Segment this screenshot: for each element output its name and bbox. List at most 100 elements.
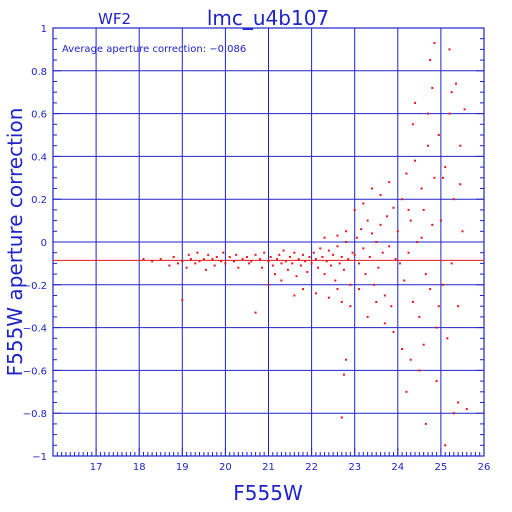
- data-point: [360, 228, 363, 231]
- data-point: [261, 266, 264, 269]
- data-point: [327, 249, 330, 252]
- data-point: [454, 82, 457, 85]
- data-point: [293, 294, 296, 297]
- data-point: [452, 412, 455, 415]
- data-point: [325, 260, 328, 263]
- data-point: [426, 144, 429, 147]
- data-point: [379, 193, 382, 196]
- data-point: [390, 305, 393, 308]
- data-point: [368, 255, 371, 258]
- data-point: [349, 305, 352, 308]
- data-point: [420, 187, 423, 190]
- data-point: [181, 260, 184, 263]
- data-point: [304, 260, 307, 263]
- data-point: [321, 255, 324, 258]
- data-point: [205, 268, 208, 271]
- data-point: [366, 219, 369, 222]
- data-point: [336, 288, 339, 291]
- x-tick-label: 20: [219, 462, 232, 473]
- data-point: [407, 208, 410, 211]
- data-point: [418, 315, 421, 318]
- data-point: [411, 300, 414, 303]
- data-point: [312, 251, 315, 254]
- data-point: [222, 251, 225, 254]
- y-tick-label: −0.8: [23, 409, 47, 420]
- data-point: [329, 264, 332, 267]
- plot-frame: [52, 27, 485, 457]
- data-point: [461, 230, 464, 233]
- data-point: [459, 144, 462, 147]
- data-point: [405, 172, 408, 175]
- data-point: [181, 298, 184, 301]
- x-tick-label: 23: [348, 462, 361, 473]
- data-point: [403, 279, 406, 282]
- data-point: [345, 230, 348, 233]
- data-point: [345, 241, 348, 243]
- data-point: [424, 422, 427, 425]
- data-point: [411, 123, 414, 126]
- data-point: [420, 236, 423, 239]
- y-tick-label: 0.6: [31, 110, 47, 121]
- data-point: [450, 262, 453, 265]
- y-axis-label: F555W aperture correction: [3, 108, 27, 377]
- data-point: [383, 294, 386, 297]
- data-point: [306, 270, 309, 273]
- data-point: [301, 253, 304, 256]
- data-point: [293, 251, 296, 254]
- data-point: [435, 380, 438, 383]
- y-tick-label: −1: [32, 452, 47, 463]
- data-point: [314, 292, 317, 295]
- data-point: [168, 264, 171, 267]
- data-point: [416, 241, 419, 243]
- data-point: [362, 202, 365, 205]
- data-point: [457, 401, 460, 404]
- data-point: [465, 407, 468, 410]
- chart-title: lmc_u4b107: [207, 6, 329, 30]
- data-point: [185, 266, 188, 269]
- data-point: [273, 273, 276, 276]
- data-point: [353, 208, 356, 211]
- data-point: [336, 234, 339, 237]
- data-point: [187, 253, 190, 256]
- data-point: [358, 262, 361, 265]
- data-point: [431, 86, 434, 89]
- data-point: [338, 262, 341, 265]
- data-point: [366, 315, 369, 318]
- data-point: [450, 91, 453, 94]
- data-point: [353, 253, 356, 256]
- data-point: [457, 305, 460, 308]
- data-point: [377, 266, 380, 269]
- x-tick-label: 25: [435, 462, 448, 473]
- y-tick-label: −0.4: [23, 324, 47, 335]
- data-point: [151, 260, 154, 263]
- data-point: [355, 236, 358, 239]
- plot-area: 17 18 19 20 21 22 23 24 25 26 1 0.8 0.6 0.4 0.2 0 −0.2 −0…: [23, 24, 491, 473]
- data-point: [349, 283, 352, 286]
- data-point: [375, 300, 378, 303]
- data-point: [245, 255, 248, 258]
- data-point: [424, 273, 427, 276]
- data-point: [364, 273, 367, 276]
- data-point: [172, 255, 175, 258]
- data-point: [248, 262, 251, 265]
- data-point: [224, 262, 227, 265]
- data-point: [373, 283, 376, 286]
- data-point: [323, 273, 326, 276]
- data-point: [271, 264, 274, 267]
- x-tick-label: 22: [305, 462, 318, 473]
- data-point: [433, 176, 436, 179]
- data-point: [388, 181, 391, 184]
- data-point: [314, 258, 317, 261]
- data-point: [446, 337, 449, 340]
- data-point: [159, 258, 162, 261]
- y-tick-label: −0.2: [23, 281, 47, 292]
- data-point: [448, 48, 451, 51]
- data-point: [282, 249, 285, 252]
- chip-label: WF2: [98, 10, 131, 28]
- data-point: [463, 108, 466, 111]
- x-tick-label: 19: [176, 462, 189, 473]
- data-point: [444, 166, 447, 169]
- data-point: [308, 255, 311, 258]
- data-point: [286, 268, 289, 271]
